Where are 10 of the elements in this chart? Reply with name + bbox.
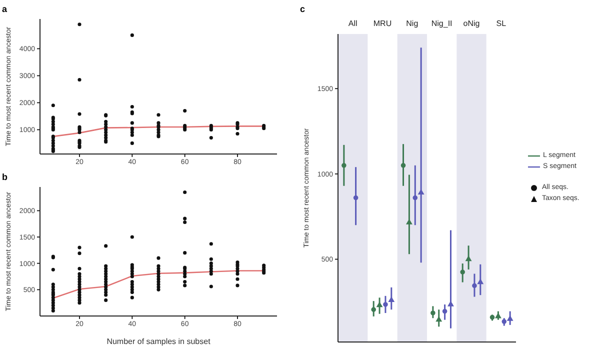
chart-title: c	[300, 4, 306, 14]
x-tick-label: Nig	[406, 19, 418, 28]
chart-title: b	[2, 172, 8, 182]
x-axis-title: Number of samples in subset	[106, 337, 212, 346]
x-tick-label: MRU	[373, 19, 392, 28]
x-tick-label: SL	[496, 19, 507, 28]
x-tick-label: All	[348, 19, 358, 28]
x-tick-label: Nig_II	[431, 19, 452, 28]
chart-title: a	[2, 4, 8, 14]
x-tick-label: oNig	[463, 19, 480, 28]
